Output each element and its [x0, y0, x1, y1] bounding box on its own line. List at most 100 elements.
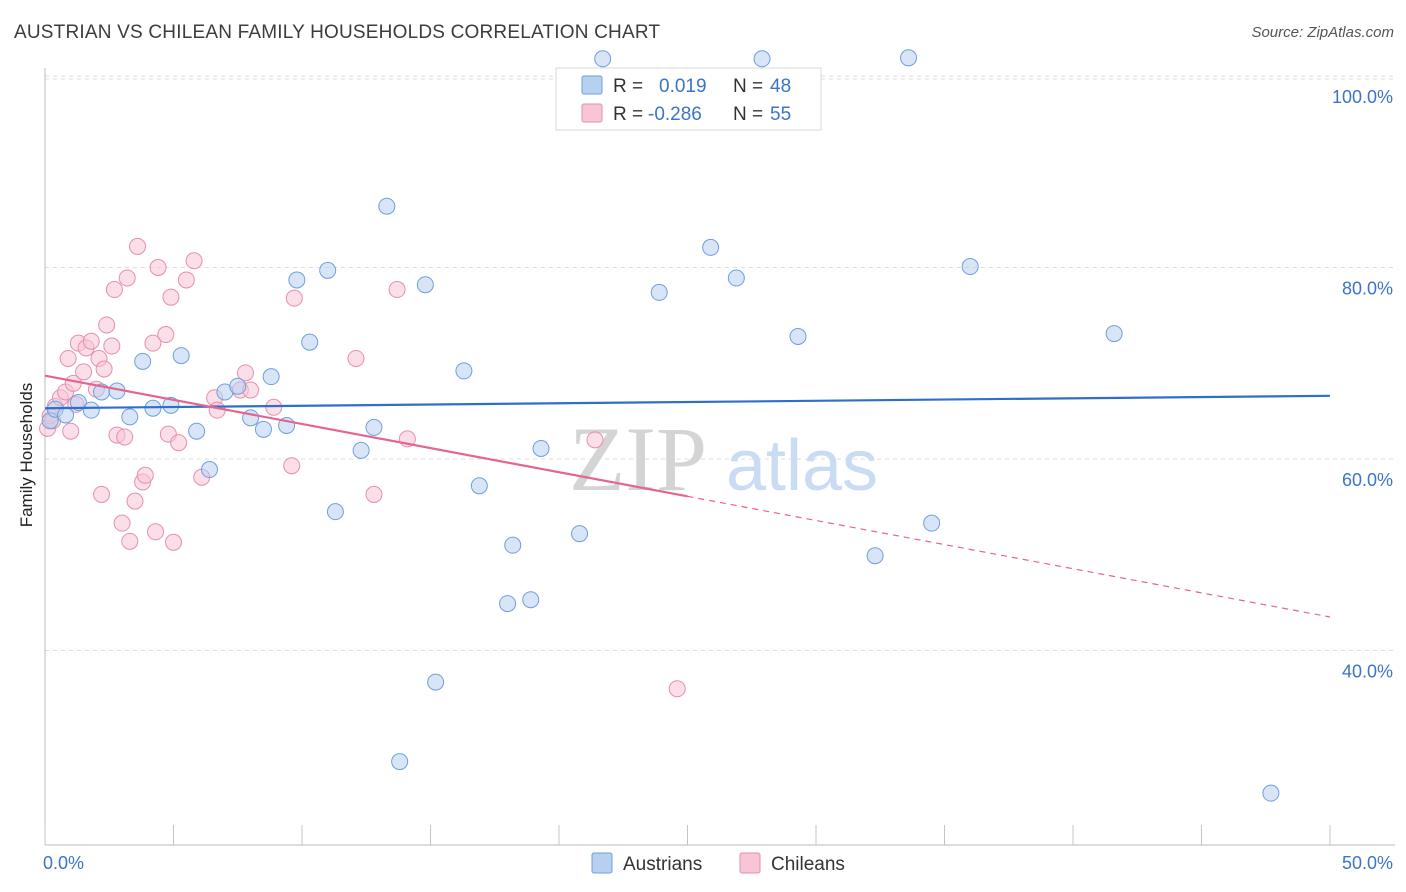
austrians-point — [789, 327, 807, 345]
chileans-point — [93, 485, 111, 503]
austrians-point — [69, 394, 87, 412]
austrians-point — [1262, 784, 1280, 802]
chileans-point — [144, 334, 162, 352]
austrians-point — [650, 283, 668, 301]
chileans-point — [105, 281, 123, 299]
chileans-trend-dashed — [687, 495, 1331, 618]
chileans-point — [95, 360, 113, 378]
austrians-point — [727, 269, 745, 287]
legend: R = 0.019 N = 48 R = -0.286 N = 55 — [555, 67, 822, 131]
austrians-point — [961, 258, 979, 276]
legend-swatch-austrians — [581, 75, 603, 95]
austrians-point — [254, 420, 272, 438]
chileans-point — [347, 349, 365, 367]
austrians-trend-solid — [44, 394, 1331, 410]
austrians-point — [900, 49, 918, 67]
austrians-point — [172, 347, 190, 365]
austrians-point — [262, 368, 280, 386]
legend-r-value-chileans: -0.286 — [648, 104, 702, 125]
chileans-point — [388, 281, 406, 299]
chileans-point — [59, 349, 77, 367]
austrians-point — [522, 591, 540, 609]
chileans-point — [162, 288, 180, 306]
austrians-point — [427, 673, 445, 691]
y-tick-label: 100.0% — [1332, 87, 1393, 107]
axes: 40.0% 60.0% 80.0% 100.0% 0.0% 50.0% — [43, 68, 1395, 873]
chileans-point — [283, 457, 301, 475]
bottom-legend: Austrians Chileans — [591, 852, 845, 875]
austrians-point — [365, 418, 383, 436]
austrians-point — [594, 50, 612, 68]
chileans-point — [136, 466, 154, 484]
watermark: ZIP atlas — [569, 408, 878, 510]
chileans-point — [118, 269, 136, 287]
y-tick-label: 80.0% — [1342, 279, 1393, 299]
chileans-point — [75, 363, 93, 381]
chileans-point — [129, 237, 147, 255]
chart-title: AUSTRIAN VS CHILEAN FAMILY HOUSEHOLDS CO… — [14, 22, 661, 43]
legend-n-value-chileans: 55 — [770, 104, 791, 125]
austrians-point — [134, 352, 152, 370]
austrians-point — [378, 197, 396, 215]
legend-r-label-austrians: R = — [613, 76, 643, 97]
chileans-point — [177, 271, 195, 289]
watermark-zip: ZIP — [569, 408, 707, 510]
austrians-point — [1105, 325, 1123, 343]
x-tick-label: 0.0% — [43, 853, 84, 873]
bottom-legend-label-austrians: Austrians — [623, 854, 702, 875]
austrians-point — [455, 362, 473, 380]
chileans-point — [157, 326, 175, 344]
bottom-legend-swatch-chileans — [739, 852, 761, 874]
trend-lines — [44, 374, 1331, 618]
austrians-point — [319, 261, 337, 279]
legend-n-label-chileans: N = — [733, 104, 763, 125]
austrians-point — [923, 514, 941, 532]
legend-r-value-austrians: 0.019 — [659, 76, 707, 97]
austrians-point — [391, 753, 409, 771]
austrians-points — [41, 49, 1280, 802]
legend-swatch-chileans — [581, 103, 603, 123]
chileans-point — [62, 422, 80, 440]
chileans-point — [668, 680, 686, 698]
chileans-point — [149, 259, 167, 276]
austrians-point — [301, 333, 319, 351]
austrians-point — [326, 503, 344, 521]
chileans-point — [147, 523, 165, 541]
watermark-atlas: atlas — [726, 426, 878, 506]
austrians-point — [866, 547, 884, 565]
legend-n-label-austrians: N = — [733, 76, 763, 97]
chileans-point — [126, 492, 144, 510]
austrians-point — [229, 377, 247, 395]
austrians-point — [188, 422, 206, 440]
austrians-point — [504, 536, 522, 554]
austrians-point — [416, 276, 434, 294]
austrians-point — [82, 401, 100, 419]
legend-r-label-chileans: R = — [613, 104, 643, 125]
legend-n-value-austrians: 48 — [770, 76, 791, 97]
chileans-point — [365, 485, 383, 503]
chileans-point — [103, 337, 121, 355]
austrians-point — [702, 238, 720, 256]
chileans-point — [116, 428, 134, 446]
chileans-point — [82, 332, 100, 350]
y-tick-label: 60.0% — [1342, 470, 1393, 490]
austrians-point — [352, 441, 370, 459]
chileans-trend-solid — [44, 374, 688, 498]
y-tick-label: 40.0% — [1342, 662, 1393, 682]
chileans-point — [236, 364, 254, 382]
bottom-legend-swatch-austrians — [591, 852, 613, 874]
chileans-point — [98, 316, 116, 334]
chileans-point — [185, 252, 203, 270]
austrians-point — [753, 50, 771, 68]
austrians-point — [532, 439, 550, 457]
x-tick-label: 50.0% — [1342, 853, 1393, 873]
gridlines — [45, 75, 1395, 651]
austrians-point — [57, 406, 75, 424]
chileans-point — [285, 289, 303, 307]
bottom-legend-label-chileans: Chileans — [771, 854, 845, 875]
austrians-point — [288, 271, 306, 289]
chileans-point — [170, 434, 188, 452]
austrians-point — [162, 396, 180, 414]
source-label: Source: ZipAtlas.com — [1251, 24, 1394, 41]
